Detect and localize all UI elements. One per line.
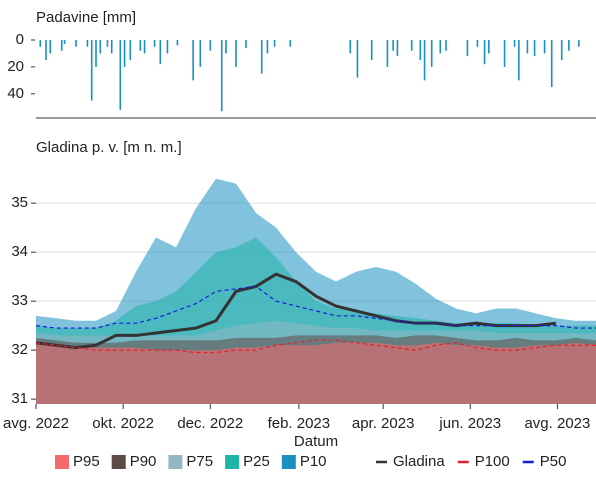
precip-bar (60, 40, 63, 51)
precip-bar (578, 40, 580, 47)
precip-bar (95, 40, 97, 67)
precip-bar (86, 40, 89, 47)
precip-bar (129, 40, 132, 61)
y-tick-label: 20 (7, 58, 24, 75)
precip-bar (356, 40, 359, 78)
percentile-line (35, 285, 596, 329)
x-tick-label: avg. 2022 (3, 415, 69, 432)
precip-bar (153, 40, 156, 47)
precip-bar (199, 40, 202, 67)
precip-bar (260, 40, 263, 74)
precip-bar (63, 40, 66, 45)
precip-bar (543, 40, 546, 54)
precip-bar (209, 40, 212, 51)
precip-bar (370, 40, 373, 61)
precip-bar (159, 40, 162, 65)
precip-bar (386, 40, 389, 67)
precip-bar (143, 40, 146, 54)
precip-bar (476, 40, 479, 47)
precip-bar (503, 40, 506, 67)
precip-bar (289, 40, 292, 47)
precip-bar (119, 40, 122, 110)
legend-label: P100 (475, 453, 510, 470)
precip-bar (396, 40, 399, 57)
x-tick-label: avg. 2023 (524, 415, 590, 432)
precip-bar (166, 40, 169, 54)
precip-bar (483, 40, 486, 65)
precip-bar (266, 40, 269, 54)
legend-label: P50 (540, 453, 567, 470)
precip-bar (235, 40, 237, 67)
precip-bar (225, 40, 227, 54)
precip-bar (568, 40, 570, 51)
precip-bar (533, 40, 536, 57)
y-tick-label: 35 (11, 194, 28, 211)
precip-bar (90, 40, 93, 101)
precip-bar (110, 40, 113, 54)
level-line (35, 272, 557, 350)
percentile-line (35, 339, 596, 354)
y-tick-label: 0 (16, 31, 24, 48)
y-tick-label: 40 (7, 85, 24, 102)
precip-bar (245, 40, 247, 49)
y-axis-title: Gladina p. v. [m n. m.] (36, 139, 182, 156)
precip-bar (192, 40, 194, 81)
precip-bar (560, 40, 563, 61)
precip-bar (176, 40, 179, 46)
precip-bar (39, 40, 42, 47)
x-tick-label: feb. 2023 (268, 415, 331, 432)
legend-swatch (225, 455, 240, 469)
legend-swatch (281, 455, 296, 469)
x-axis-title: Datum (294, 433, 338, 450)
precip-bar (439, 40, 442, 54)
precip-bar (518, 40, 520, 81)
legend-swatch (168, 455, 183, 469)
precip-bar (273, 40, 276, 47)
precip-bar (392, 40, 394, 51)
precip-bar (466, 40, 469, 57)
precip-title: Padavine [mm] (36, 9, 136, 26)
precip-bar (106, 40, 109, 47)
precip-bar (139, 40, 142, 51)
precip-bar (550, 40, 553, 88)
precip-bar (423, 40, 426, 81)
precip-bar (99, 40, 102, 54)
precip-bar (419, 40, 422, 61)
legend-swatch (111, 455, 126, 469)
y-tick-label: 32 (11, 341, 28, 358)
precip-bar (488, 40, 490, 54)
percentile-area (36, 342, 596, 404)
legend-swatch (55, 455, 69, 469)
x-tick-label: dec. 2022 (177, 415, 243, 432)
y-tick-label: 33 (11, 292, 28, 309)
x-tick-label: apr. 2023 (352, 415, 415, 432)
precip-bar (49, 40, 52, 54)
precip-bar (410, 40, 413, 51)
legend-label: P95 (73, 453, 100, 470)
precip-bar (45, 40, 47, 61)
precip-bar (349, 40, 352, 54)
precip-bar (430, 40, 433, 67)
legend-label: P25 (243, 453, 270, 470)
x-tick-label: okt. 2022 (92, 415, 154, 432)
x-tick-label: jun. 2023 (438, 415, 501, 432)
y-tick-label: 34 (11, 243, 28, 260)
legend-label: P10 (300, 453, 327, 470)
legend-label: P75 (186, 453, 213, 470)
precip-bar (526, 40, 529, 54)
legend-label: P90 (130, 453, 157, 470)
legend-label: Gladina (393, 453, 445, 470)
precip-bar (123, 40, 126, 67)
precip-bar (445, 40, 447, 51)
precip-bar (75, 40, 77, 47)
y-tick-label: 31 (11, 390, 28, 407)
precip-bar (220, 40, 223, 112)
precip-bar (513, 40, 516, 47)
